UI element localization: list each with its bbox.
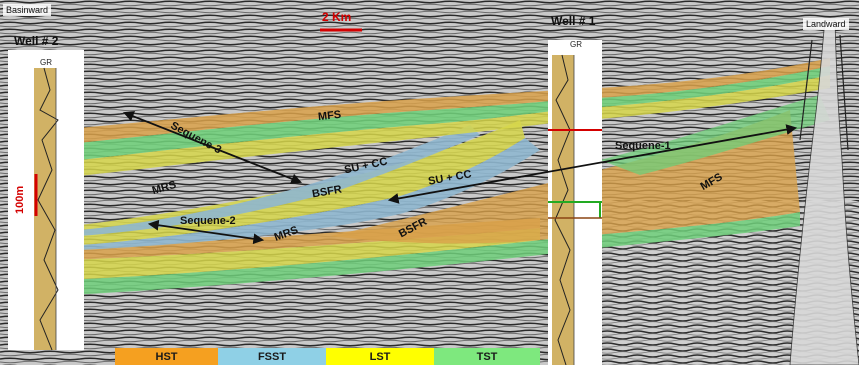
legend-hst-label: HST [155, 350, 178, 363]
legend-lst: LST [326, 348, 434, 365]
sequence1-label: Sequene-1 [615, 140, 671, 152]
well2-title: Well # 2 [14, 34, 59, 48]
well1-gr-curve [554, 54, 571, 365]
legend-fsst: FSST [218, 348, 326, 365]
legend-hst: HST [115, 348, 218, 365]
legend-lst-label: LST [369, 350, 391, 363]
sequence2-label: Sequene-2 [180, 215, 236, 227]
sequence2-arrow [147, 219, 265, 245]
well2-gr-label: GR [40, 58, 52, 67]
legend-tst-label: TST [476, 350, 498, 363]
mfs-label-top: MFS [317, 108, 342, 124]
hst-wedge-main [330, 110, 800, 244]
well2-gr-fill [34, 68, 56, 350]
scale-label: 2 Km [322, 10, 352, 24]
well2-depth-label: 100m [14, 185, 26, 214]
tst-layer-lower [10, 212, 800, 298]
legend-tst: TST [434, 348, 540, 365]
fault-line-1 [799, 39, 813, 141]
well1-gr-label: GR [570, 40, 582, 49]
basinward-label: Basinward [3, 4, 52, 16]
well2-gr-curve [37, 67, 59, 351]
landward-label: Landward [803, 18, 849, 30]
well1-title: Well # 1 [551, 14, 596, 28]
sequence3-arrow [122, 111, 303, 184]
legend-fsst-label: FSST [257, 350, 287, 363]
fault-line-2 [839, 34, 849, 151]
sequence1-arrow [387, 124, 798, 204]
well1-gr-fill [552, 55, 574, 365]
